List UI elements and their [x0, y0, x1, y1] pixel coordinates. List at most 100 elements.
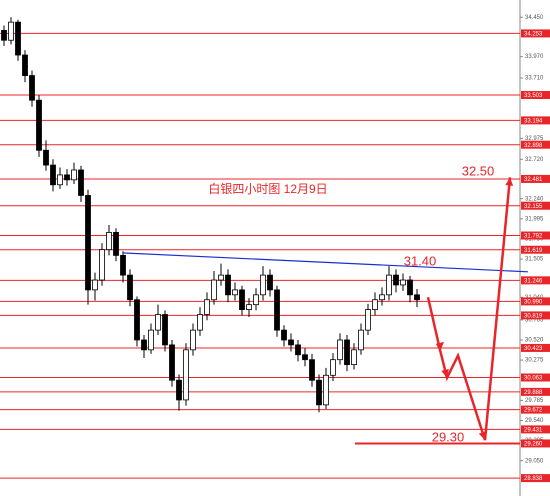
level-tag — [521, 116, 550, 125]
candle-body — [43, 149, 49, 166]
candle-body — [253, 294, 259, 306]
chart-title: 白银四小时图 12月9日 — [208, 181, 327, 196]
level-tag — [521, 174, 550, 183]
y-tick-label: 29.050 — [525, 458, 544, 464]
candle-body — [344, 339, 350, 366]
candle-body — [386, 274, 392, 296]
candle-body — [379, 294, 385, 301]
y-tick-label: 30.520 — [525, 338, 544, 344]
level-label: 30.423 — [524, 346, 543, 352]
level-tag — [521, 425, 550, 434]
arrow-head — [505, 177, 514, 186]
candle-body — [267, 274, 273, 291]
candle-body — [127, 274, 133, 301]
level-tag — [521, 91, 550, 100]
candle-body — [225, 274, 231, 296]
level-label: 30.063 — [524, 376, 543, 382]
y-tick-label: 32.240 — [525, 196, 544, 202]
level-label: 29.431 — [524, 427, 543, 433]
candle-body — [211, 279, 217, 301]
level-tag — [521, 474, 550, 483]
level-tag — [521, 439, 550, 448]
level-label: 32.155 — [524, 204, 543, 210]
candle-body — [36, 99, 42, 151]
candle-body — [407, 279, 413, 296]
y-tick-label: 29.785 — [525, 398, 544, 404]
candle-body — [358, 329, 364, 351]
level-label: 33.503 — [524, 93, 543, 99]
level-tag — [521, 311, 550, 320]
y-tick-label: 31.750 — [525, 237, 544, 243]
candle-body — [113, 231, 119, 256]
candle-body — [85, 195, 91, 291]
candle-body — [71, 169, 77, 181]
level-tag — [521, 231, 550, 240]
candle-body — [288, 339, 294, 346]
candle-body — [50, 164, 56, 186]
candle-body — [64, 174, 70, 181]
y-tick-label: 30.275 — [525, 358, 544, 364]
candle-body — [372, 299, 378, 310]
candle-body — [393, 274, 399, 286]
candle-body — [15, 21, 21, 56]
candle-body — [190, 329, 196, 351]
y-tick-label: 31.995 — [525, 216, 544, 222]
level-label: 29.260 — [524, 442, 543, 448]
level-label: 32.898 — [524, 143, 543, 149]
forecast-path — [426, 177, 512, 441]
level-label: 29.888 — [524, 390, 543, 396]
level-tag — [521, 29, 550, 38]
candle-body — [400, 279, 406, 286]
level-tag — [521, 276, 550, 285]
y-tick-label: 32.720 — [525, 157, 544, 163]
candle-body — [204, 299, 210, 315]
candle-body — [148, 329, 154, 351]
arrow-head — [441, 368, 449, 378]
candle-body — [218, 274, 224, 281]
level-label: 31.619 — [524, 248, 543, 254]
candle-body — [281, 329, 287, 341]
y-tick-label: 33.710 — [525, 76, 544, 82]
annotation: 31.40 — [404, 253, 437, 268]
candle-body — [120, 254, 126, 276]
y-tick-label: 30.765 — [525, 317, 544, 323]
level-tag — [521, 297, 550, 306]
candle-body — [141, 339, 147, 351]
trendline — [122, 252, 529, 273]
candle-body — [134, 299, 140, 341]
annotation: 29.30 — [432, 429, 465, 444]
candle-body — [92, 279, 98, 291]
candle-body — [99, 249, 105, 281]
level-label: 34.253 — [524, 32, 543, 38]
level-tag — [521, 245, 550, 254]
candle-body — [106, 231, 112, 251]
candle-body — [302, 354, 308, 361]
candle-body — [162, 314, 168, 346]
candle-body — [22, 54, 28, 76]
candle-body — [330, 359, 336, 376]
candle-body — [260, 274, 266, 296]
annotation: 32.50 — [462, 163, 495, 178]
candle-body — [29, 75, 35, 101]
candle-body — [176, 379, 182, 401]
candle-body — [169, 344, 175, 381]
level-tag — [521, 140, 550, 149]
candle-body — [337, 339, 343, 361]
arrow-head — [478, 431, 487, 441]
candle-body — [232, 289, 238, 296]
candle-body — [295, 344, 301, 356]
y-tick-label: 31.505 — [525, 257, 544, 263]
candle-body — [309, 359, 315, 381]
level-tag — [521, 387, 550, 396]
arrow-head — [436, 341, 444, 352]
candle-body — [274, 289, 280, 331]
level-label: 29.672 — [524, 408, 543, 414]
candle-body — [8, 21, 14, 41]
candle-body — [316, 379, 322, 406]
candle-body — [246, 304, 252, 310]
level-tag — [521, 201, 550, 210]
candle-body — [78, 169, 84, 196]
level-label: 32.481 — [524, 177, 543, 183]
